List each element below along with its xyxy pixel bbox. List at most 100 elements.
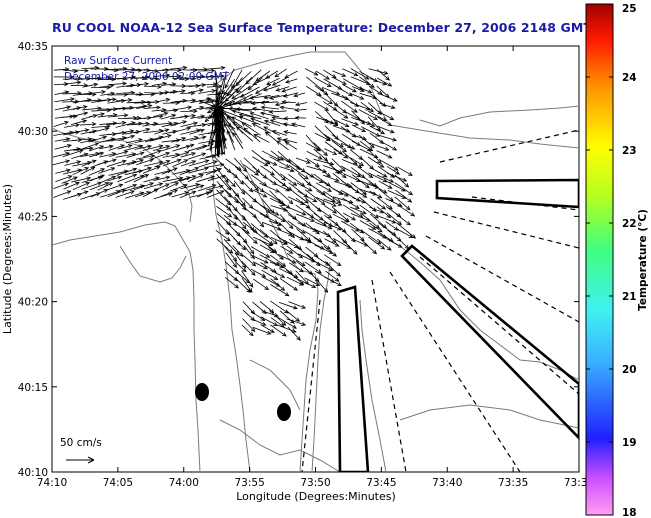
current-arrow-shaft	[277, 150, 291, 163]
current-arrow-shaft	[368, 102, 382, 115]
current-arrow-shaft	[370, 167, 387, 178]
current-arrow-shaft	[126, 101, 146, 104]
current-arrowhead	[166, 134, 172, 139]
current-arrowhead	[191, 160, 197, 165]
current-arrow-shaft	[237, 101, 261, 104]
current-arrow-shaft	[264, 120, 281, 127]
current-arrowhead	[381, 102, 387, 107]
current-arrowhead	[331, 238, 337, 244]
current-arrow-shaft	[223, 174, 236, 187]
current-arrowhead	[282, 240, 288, 245]
current-arrowhead	[76, 147, 82, 152]
current-arrow-shaft	[88, 145, 104, 152]
current-arrowhead	[294, 115, 300, 120]
current-arrow-shaft	[305, 157, 320, 167]
current-arrowhead	[382, 173, 388, 178]
current-arrowhead	[183, 159, 189, 164]
current-arrowhead	[108, 182, 114, 187]
current-arrow-shaft	[151, 134, 171, 142]
current-arrow-shaft	[314, 132, 331, 141]
current-arrowhead	[173, 108, 179, 113]
current-arrow-shaft	[118, 135, 135, 141]
current-arrowhead	[336, 261, 342, 267]
current-arrowhead	[318, 179, 324, 184]
current-arrow-shaft	[108, 82, 127, 86]
current-arrowhead	[354, 102, 359, 107]
current-arrow-shaft	[243, 245, 255, 259]
current-arrow-shaft	[115, 153, 136, 158]
current-arrowhead	[153, 188, 159, 193]
current-arrow-shaft	[106, 160, 126, 168]
current-arrowhead	[372, 249, 378, 255]
current-arrowhead	[273, 240, 278, 245]
current-arrowhead	[277, 222, 283, 227]
current-arrow-shaft	[116, 168, 137, 176]
current-arrow-shaft	[152, 122, 172, 126]
current-arrow-shaft	[91, 109, 111, 112]
current-arrowhead	[234, 88, 239, 93]
current-arrow-shaft	[99, 98, 116, 101]
current-arrowhead	[75, 181, 80, 186]
current-arrow-shaft	[219, 109, 243, 119]
current-arrow-shaft	[376, 174, 394, 183]
current-arrowhead	[226, 237, 231, 242]
current-arrow-shaft	[377, 125, 395, 133]
current-arrow-shaft	[368, 182, 387, 194]
current-arrow-shaft	[88, 113, 105, 118]
current-arrow-shaft	[370, 198, 386, 210]
current-arrowhead	[295, 317, 301, 322]
current-arrowhead	[94, 142, 100, 147]
current-arrow-shaft	[143, 161, 163, 167]
current-arrowhead	[333, 122, 339, 127]
current-arrowhead	[238, 115, 244, 120]
current-arrow-shaft	[54, 98, 75, 103]
current-arrow-shaft	[324, 260, 341, 277]
current-arrowhead	[274, 73, 280, 78]
current-arrow-shaft	[55, 175, 72, 182]
current-arrowhead	[191, 190, 197, 195]
current-arrow-shaft	[260, 112, 280, 118]
current-arrow-shaft	[236, 126, 254, 142]
current-arrowhead	[138, 138, 143, 143]
current-arrowhead	[241, 122, 247, 127]
current-arrowhead	[263, 126, 269, 131]
current-arrow-shaft	[252, 261, 268, 270]
current-arrow-shaft	[117, 161, 136, 167]
current-arrowhead	[322, 168, 328, 173]
current-arrowhead	[410, 212, 416, 217]
current-arrowhead	[310, 217, 316, 222]
current-arrowhead	[242, 224, 247, 230]
current-arrow-shaft	[107, 137, 127, 142]
current-arrow-shaft	[324, 133, 344, 148]
current-arrowhead	[259, 188, 265, 193]
current-arrow-shaft	[153, 74, 170, 78]
current-arrow-shaft	[279, 310, 295, 324]
current-arrow-shaft	[351, 124, 366, 132]
current-arrow-shaft	[359, 188, 377, 196]
current-arrowhead	[370, 122, 376, 127]
current-arrowhead	[253, 133, 259, 138]
current-arrow-shaft	[314, 165, 331, 177]
current-arrowhead	[395, 170, 401, 175]
current-arrow-shaft	[269, 212, 286, 222]
current-arrow-shaft	[106, 68, 127, 71]
current-arrowhead	[285, 79, 290, 84]
current-arrow-shaft	[117, 144, 132, 150]
current-arrow-shaft	[314, 101, 329, 111]
current-arrowhead	[354, 204, 360, 210]
x-tick-label: 73:55	[234, 477, 264, 489]
colorbar-tick-label: 22	[622, 218, 637, 230]
current-arrowhead	[327, 214, 333, 219]
current-arrow-shaft	[286, 206, 306, 216]
current-arrow-shaft	[279, 214, 294, 229]
current-arrow-shaft	[241, 214, 255, 232]
current-arrow-shaft	[188, 160, 209, 167]
current-arrowhead	[301, 229, 306, 234]
current-arrow-shaft	[207, 175, 226, 182]
current-arrowhead	[103, 160, 109, 165]
current-arrowhead	[327, 225, 333, 230]
current-arrow-shaft	[126, 105, 147, 110]
current-arrow-shaft	[306, 253, 321, 266]
current-arrow-shaft	[81, 182, 102, 190]
current-arrowhead	[281, 176, 287, 181]
